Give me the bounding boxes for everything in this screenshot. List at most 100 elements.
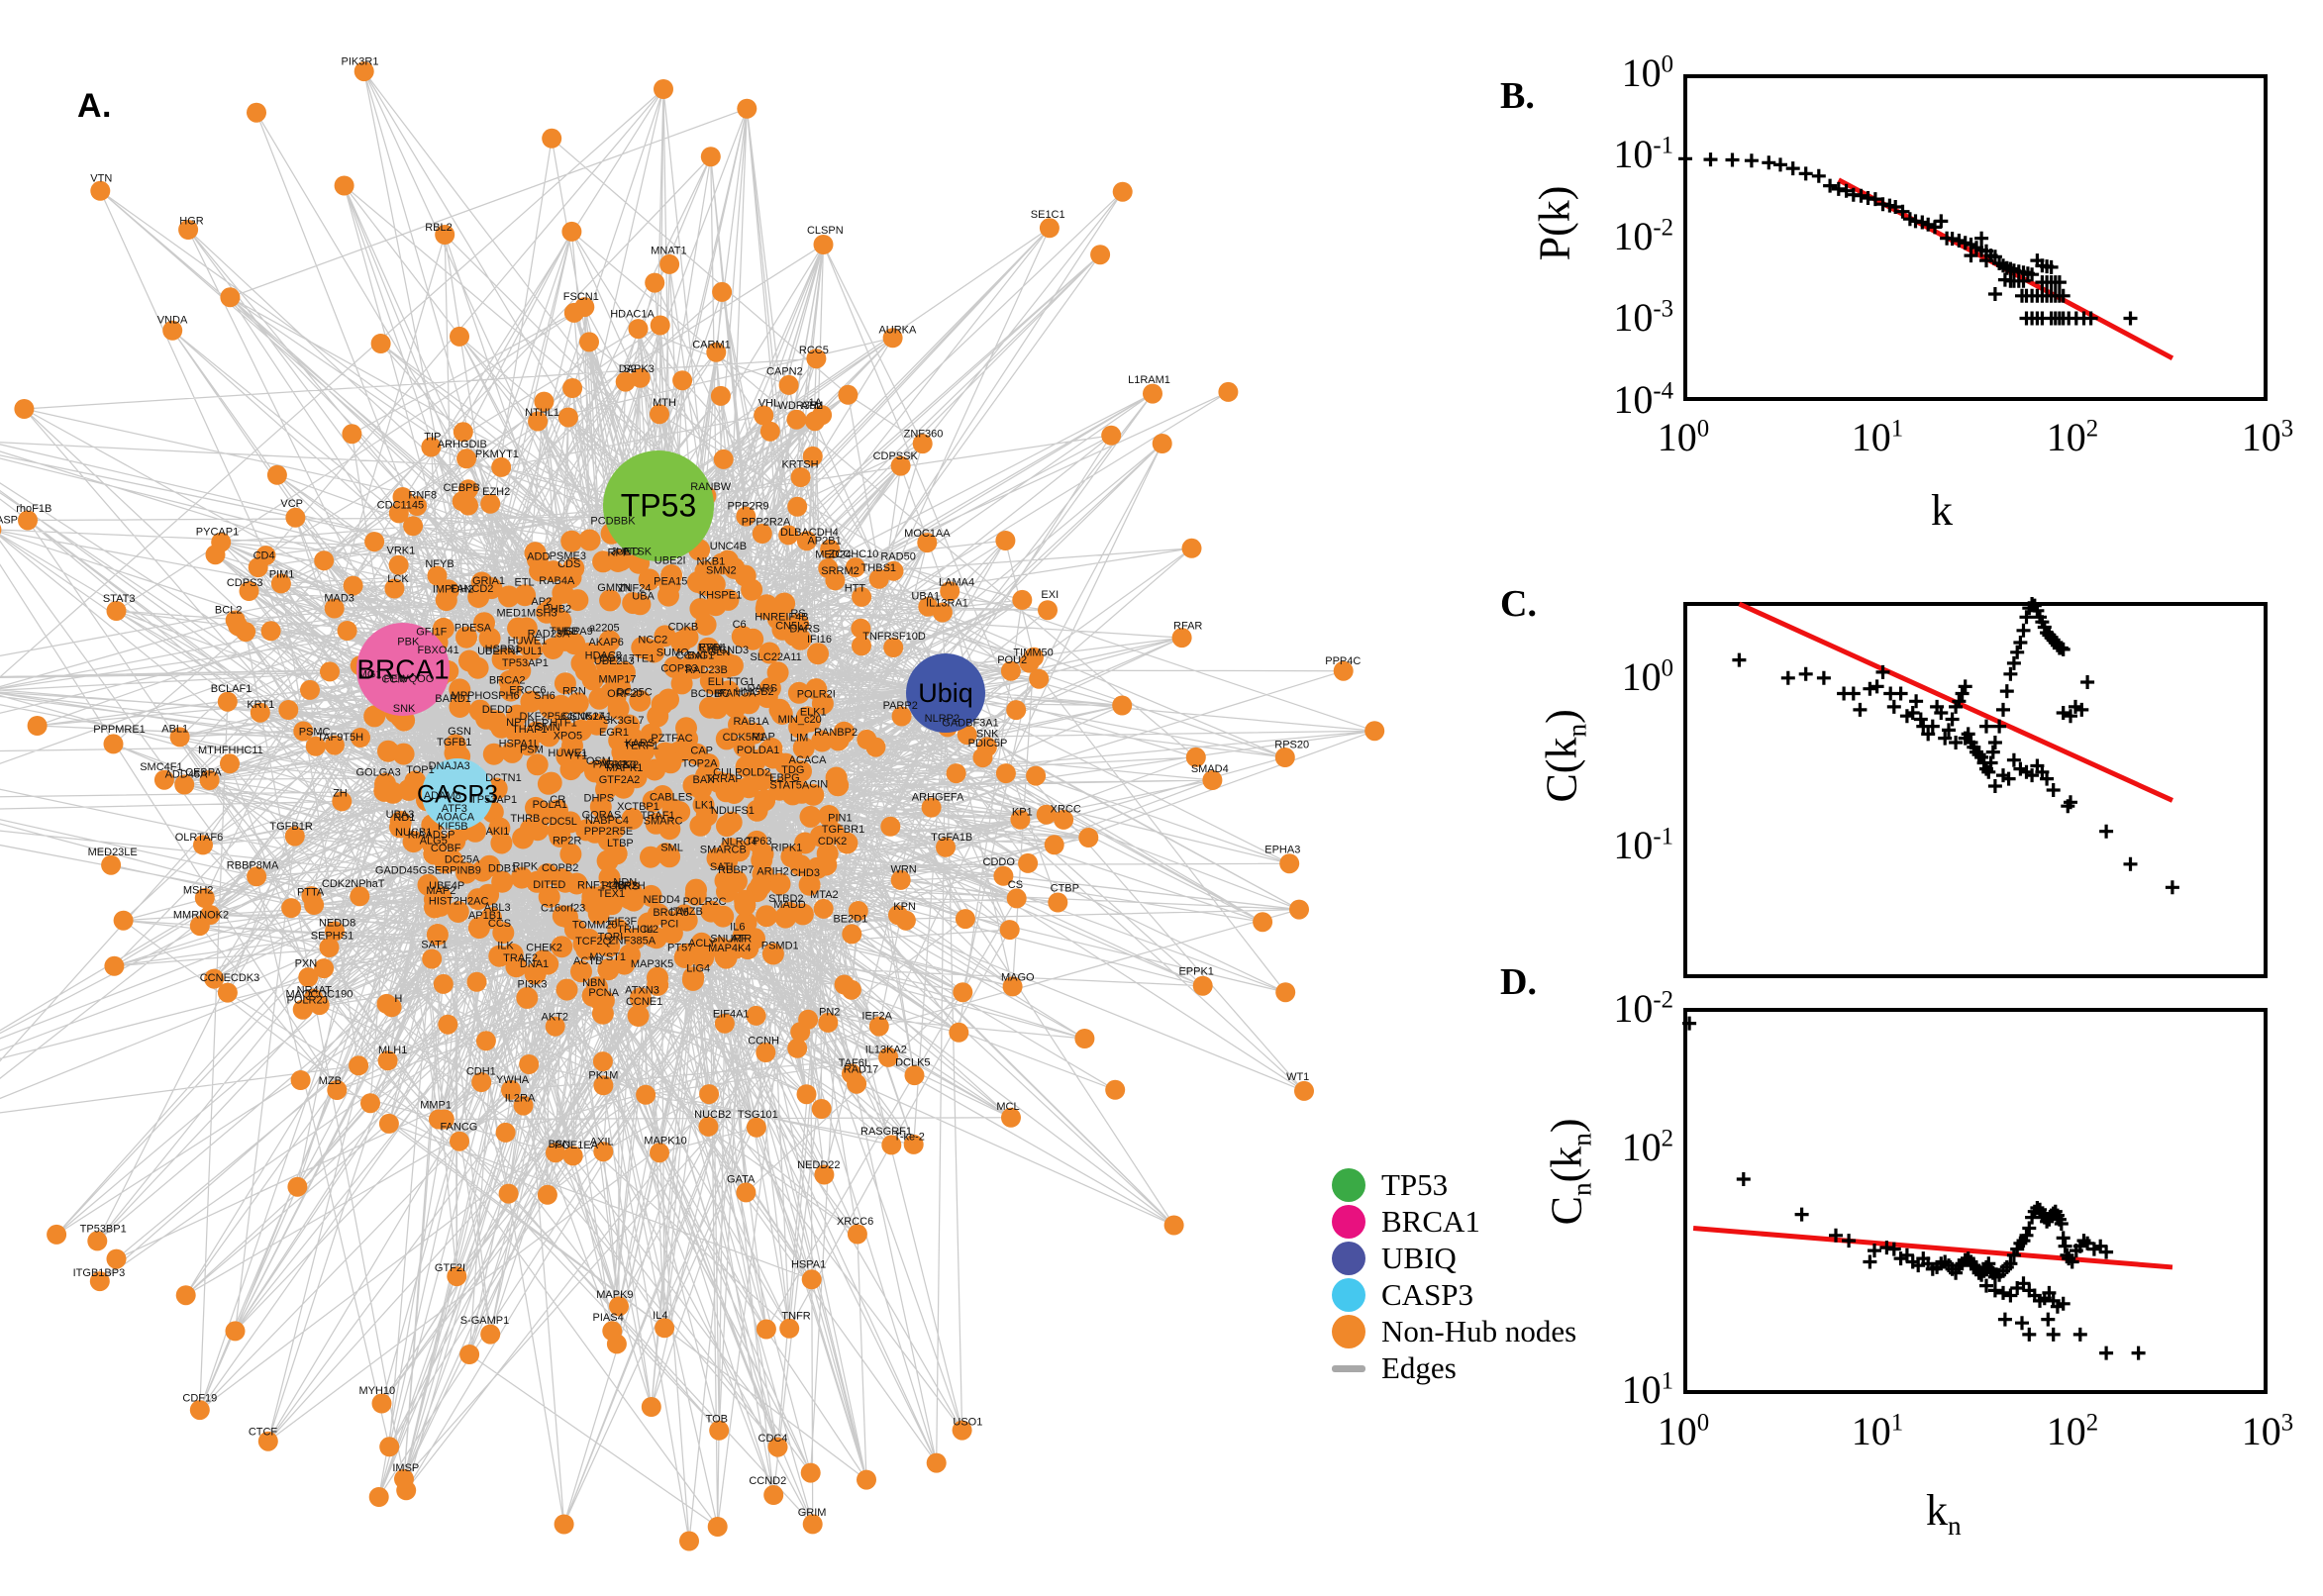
- network-node[interactable]: [795, 706, 818, 729]
- network-node[interactable]: [917, 533, 938, 553]
- network-node[interactable]: [570, 960, 592, 983]
- network-node[interactable]: [805, 678, 828, 701]
- network-node[interactable]: [447, 1266, 467, 1287]
- network-node[interactable]: [495, 1122, 516, 1143]
- network-node[interactable]: [562, 378, 583, 398]
- network-node[interactable]: [706, 342, 727, 362]
- network-node[interactable]: [645, 272, 665, 293]
- network-node[interactable]: [537, 1184, 557, 1205]
- network-node[interactable]: [761, 943, 784, 965]
- network-node[interactable]: [684, 883, 707, 906]
- network-node[interactable]: [949, 1022, 969, 1043]
- network-node[interactable]: [379, 1437, 400, 1457]
- network-node[interactable]: [557, 407, 578, 428]
- network-node[interactable]: [1192, 975, 1213, 996]
- network-node[interactable]: [1143, 383, 1162, 404]
- network-node[interactable]: [802, 1514, 823, 1535]
- network-node[interactable]: [1274, 748, 1295, 767]
- network-node[interactable]: [284, 826, 305, 847]
- network-node[interactable]: [660, 564, 683, 586]
- network-node[interactable]: [324, 735, 345, 755]
- network-node[interactable]: [337, 621, 357, 641]
- hub-node-tp53[interactable]: [603, 450, 714, 561]
- network-node[interactable]: [807, 643, 829, 665]
- network-node[interactable]: [613, 952, 636, 975]
- network-node[interactable]: [1006, 888, 1027, 909]
- network-node[interactable]: [847, 1073, 867, 1094]
- network-node[interactable]: [602, 763, 625, 785]
- network-node[interactable]: [670, 631, 693, 653]
- network-node[interactable]: [561, 221, 582, 242]
- network-node[interactable]: [633, 740, 656, 762]
- network-node[interactable]: [285, 507, 306, 528]
- network-node[interactable]: [106, 601, 127, 621]
- network-node[interactable]: [560, 530, 583, 552]
- network-node[interactable]: [733, 736, 756, 758]
- network-node[interactable]: [717, 772, 740, 795]
- network-node[interactable]: [1029, 668, 1050, 689]
- network-node[interactable]: [444, 830, 466, 852]
- network-node[interactable]: [735, 755, 758, 778]
- network-node[interactable]: [766, 661, 789, 684]
- network-node[interactable]: [507, 617, 530, 640]
- network-node[interactable]: [169, 727, 190, 748]
- network-node[interactable]: [800, 1462, 821, 1483]
- network-node[interactable]: [845, 557, 865, 578]
- network-node[interactable]: [754, 405, 774, 426]
- network-node[interactable]: [798, 873, 821, 896]
- network-node[interactable]: [591, 819, 614, 842]
- network-node[interactable]: [370, 334, 391, 353]
- network-node[interactable]: [940, 581, 960, 602]
- network-node[interactable]: [373, 779, 396, 802]
- network-node[interactable]: [709, 937, 732, 959]
- network-node[interactable]: [585, 713, 608, 736]
- network-node[interactable]: [1054, 809, 1074, 830]
- network-node[interactable]: [670, 672, 693, 695]
- network-node[interactable]: [578, 529, 601, 551]
- network-node[interactable]: [921, 797, 942, 818]
- network-node[interactable]: [834, 974, 855, 995]
- network-node[interactable]: [878, 1047, 899, 1067]
- network-node[interactable]: [1294, 1080, 1314, 1101]
- network-node[interactable]: [466, 971, 487, 992]
- network-node[interactable]: [607, 918, 630, 941]
- network-node[interactable]: [796, 1084, 817, 1105]
- network-node[interactable]: [999, 920, 1020, 941]
- network-node[interactable]: [655, 1318, 675, 1339]
- network-node[interactable]: [225, 1321, 246, 1342]
- network-node[interactable]: [778, 374, 799, 395]
- network-node[interactable]: [449, 678, 471, 701]
- network-node[interactable]: [576, 643, 599, 665]
- network-node[interactable]: [456, 449, 477, 469]
- network-node[interactable]: [257, 1431, 278, 1451]
- network-node[interactable]: [434, 1109, 454, 1130]
- network-node[interactable]: [354, 61, 374, 82]
- network-node[interactable]: [559, 843, 582, 865]
- network-node[interactable]: [542, 560, 564, 583]
- network-node[interactable]: [609, 1296, 629, 1317]
- network-node[interactable]: [805, 411, 825, 432]
- network-node[interactable]: [811, 730, 834, 752]
- network-node[interactable]: [566, 589, 589, 612]
- network-node[interactable]: [488, 817, 511, 840]
- network-node[interactable]: [629, 593, 652, 616]
- network-node[interactable]: [540, 771, 562, 794]
- network-node[interactable]: [811, 1099, 832, 1119]
- network-node[interactable]: [384, 578, 405, 599]
- network-node[interactable]: [754, 789, 776, 812]
- network-node[interactable]: [501, 1079, 521, 1100]
- network-node[interactable]: [519, 1054, 540, 1074]
- network-node[interactable]: [1002, 976, 1023, 997]
- network-node[interactable]: [615, 371, 636, 392]
- network-node[interactable]: [936, 837, 956, 857]
- network-node[interactable]: [90, 180, 111, 201]
- network-node[interactable]: [904, 1065, 925, 1086]
- network-node[interactable]: [497, 585, 520, 608]
- network-node[interactable]: [581, 668, 604, 691]
- network-node[interactable]: [706, 697, 729, 720]
- network-node[interactable]: [818, 558, 839, 578]
- network-node[interactable]: [303, 988, 324, 1009]
- network-node[interactable]: [756, 905, 778, 928]
- network-node[interactable]: [792, 737, 815, 759]
- network-node[interactable]: [106, 1248, 127, 1269]
